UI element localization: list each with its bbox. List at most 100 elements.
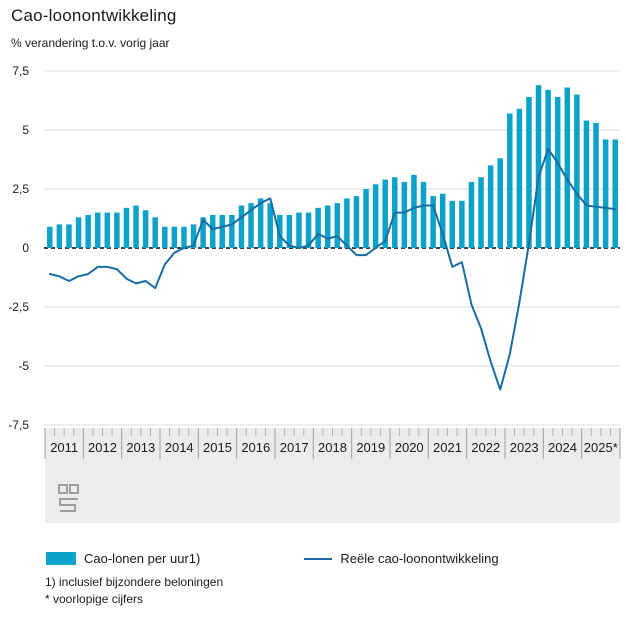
bar	[123, 207, 130, 248]
y-tick-label: -2,5	[8, 300, 29, 314]
bar	[66, 224, 72, 248]
x-axis-year-label: 2013	[126, 440, 155, 455]
legend-bar-label: Cao-lonen per uur1)	[84, 551, 201, 566]
bar	[85, 214, 91, 248]
legend-line-swatch	[304, 557, 333, 560]
bar	[545, 89, 551, 248]
bar	[401, 181, 408, 248]
cbs-logo	[58, 484, 79, 512]
bar	[162, 226, 168, 248]
legend-line-label: Reële cao-loonontwikkeling	[340, 551, 499, 566]
bar	[593, 122, 599, 248]
bar	[219, 214, 226, 248]
bar	[554, 96, 561, 249]
bar-series	[47, 85, 618, 249]
bar	[190, 224, 197, 248]
bar	[56, 224, 63, 248]
x-axis-year-label: 2021	[433, 440, 462, 455]
bar	[449, 200, 456, 248]
x-axis-band	[45, 428, 620, 523]
footnote-1: 1) inclusief bijzondere beloningen	[45, 575, 224, 589]
x-axis-year-label: 2015	[203, 440, 232, 455]
bar	[612, 139, 618, 248]
y-tick-label: -7,5	[8, 418, 29, 432]
cbs-logo-b	[69, 484, 79, 494]
legend-bar-swatch	[46, 552, 76, 565]
chart-subtitle: % verandering t.o.v. vorig jaar	[11, 36, 170, 50]
bar	[459, 200, 465, 248]
bar	[267, 203, 273, 248]
bar	[209, 214, 216, 248]
y-axis-labels: 7,5 5 2,5 0 -2,5 -5 -7,5	[8, 64, 29, 432]
bar	[152, 217, 158, 248]
chart-title: Cao-loonontwikkeling	[11, 6, 177, 25]
bar	[564, 87, 571, 249]
bar	[411, 174, 417, 248]
bar	[583, 120, 590, 248]
line-series	[48, 147, 617, 391]
bar	[248, 203, 254, 248]
bar	[507, 113, 513, 248]
bar	[47, 226, 53, 248]
bar	[75, 217, 82, 248]
x-axis-year-labels: 2011 2012 2013 2014 2015 2016 2017 2018 2019 2020…	[50, 440, 618, 455]
x-axis-year-label: 2023	[510, 440, 539, 455]
x-axis-year-label: 2020	[395, 440, 424, 455]
bar	[142, 210, 149, 248]
bar	[94, 212, 101, 248]
x-axis-year-label: 2012	[88, 440, 117, 455]
x-axis-year-label: 2011	[50, 440, 78, 455]
bar	[363, 189, 369, 248]
bar	[353, 196, 360, 248]
y-tick-label: -5	[18, 359, 29, 373]
bar	[305, 212, 312, 248]
bar	[286, 214, 293, 248]
bar	[229, 214, 235, 248]
bar	[526, 96, 532, 249]
bar	[277, 214, 283, 248]
y-tick-label: 5	[22, 123, 29, 137]
bar	[171, 226, 178, 248]
bar	[382, 179, 388, 248]
bar	[296, 212, 302, 248]
bar	[324, 205, 331, 248]
y-tick-label: 7,5	[12, 64, 29, 78]
x-axis-year-label: 2019	[356, 440, 385, 455]
chart-footnotes: 1) inclusief bijzondere beloningen * voo…	[45, 574, 223, 608]
bar	[344, 198, 350, 248]
x-axis-year-label: 2025*	[584, 440, 618, 455]
bar	[181, 226, 187, 248]
bar	[257, 198, 264, 248]
y-tick-label: 0	[22, 241, 29, 255]
bar	[430, 196, 436, 248]
bar	[133, 205, 139, 248]
bar	[478, 177, 484, 248]
bar	[602, 139, 609, 248]
x-axis-year-label: 2017	[280, 440, 309, 455]
cbs-logo-c	[58, 484, 68, 494]
cbs-logo-s	[59, 498, 78, 512]
gridlines	[44, 70, 620, 426]
x-axis-year-label: 2018	[318, 440, 347, 455]
bar	[372, 184, 379, 248]
bar	[516, 108, 523, 248]
bar	[497, 158, 503, 248]
bar	[104, 212, 111, 248]
bar	[468, 181, 475, 248]
bar	[114, 212, 120, 248]
x-axis-year-label: 2014	[165, 440, 194, 455]
bar	[535, 85, 542, 248]
bar	[315, 207, 321, 248]
x-axis-year-label: 2016	[241, 440, 270, 455]
chart-legend: Cao-lonen per uur1) Reële cao-loonontwik…	[46, 551, 499, 566]
y-tick-label: 2,5	[12, 182, 29, 196]
bar	[334, 203, 341, 248]
bar	[200, 217, 206, 248]
bar	[487, 165, 494, 248]
x-axis-year-label: 2022	[471, 440, 500, 455]
bar	[574, 94, 580, 248]
footnote-2: * voorlopige cijfers	[45, 592, 144, 606]
bar	[439, 193, 446, 248]
x-axis-ticks	[44, 428, 621, 459]
